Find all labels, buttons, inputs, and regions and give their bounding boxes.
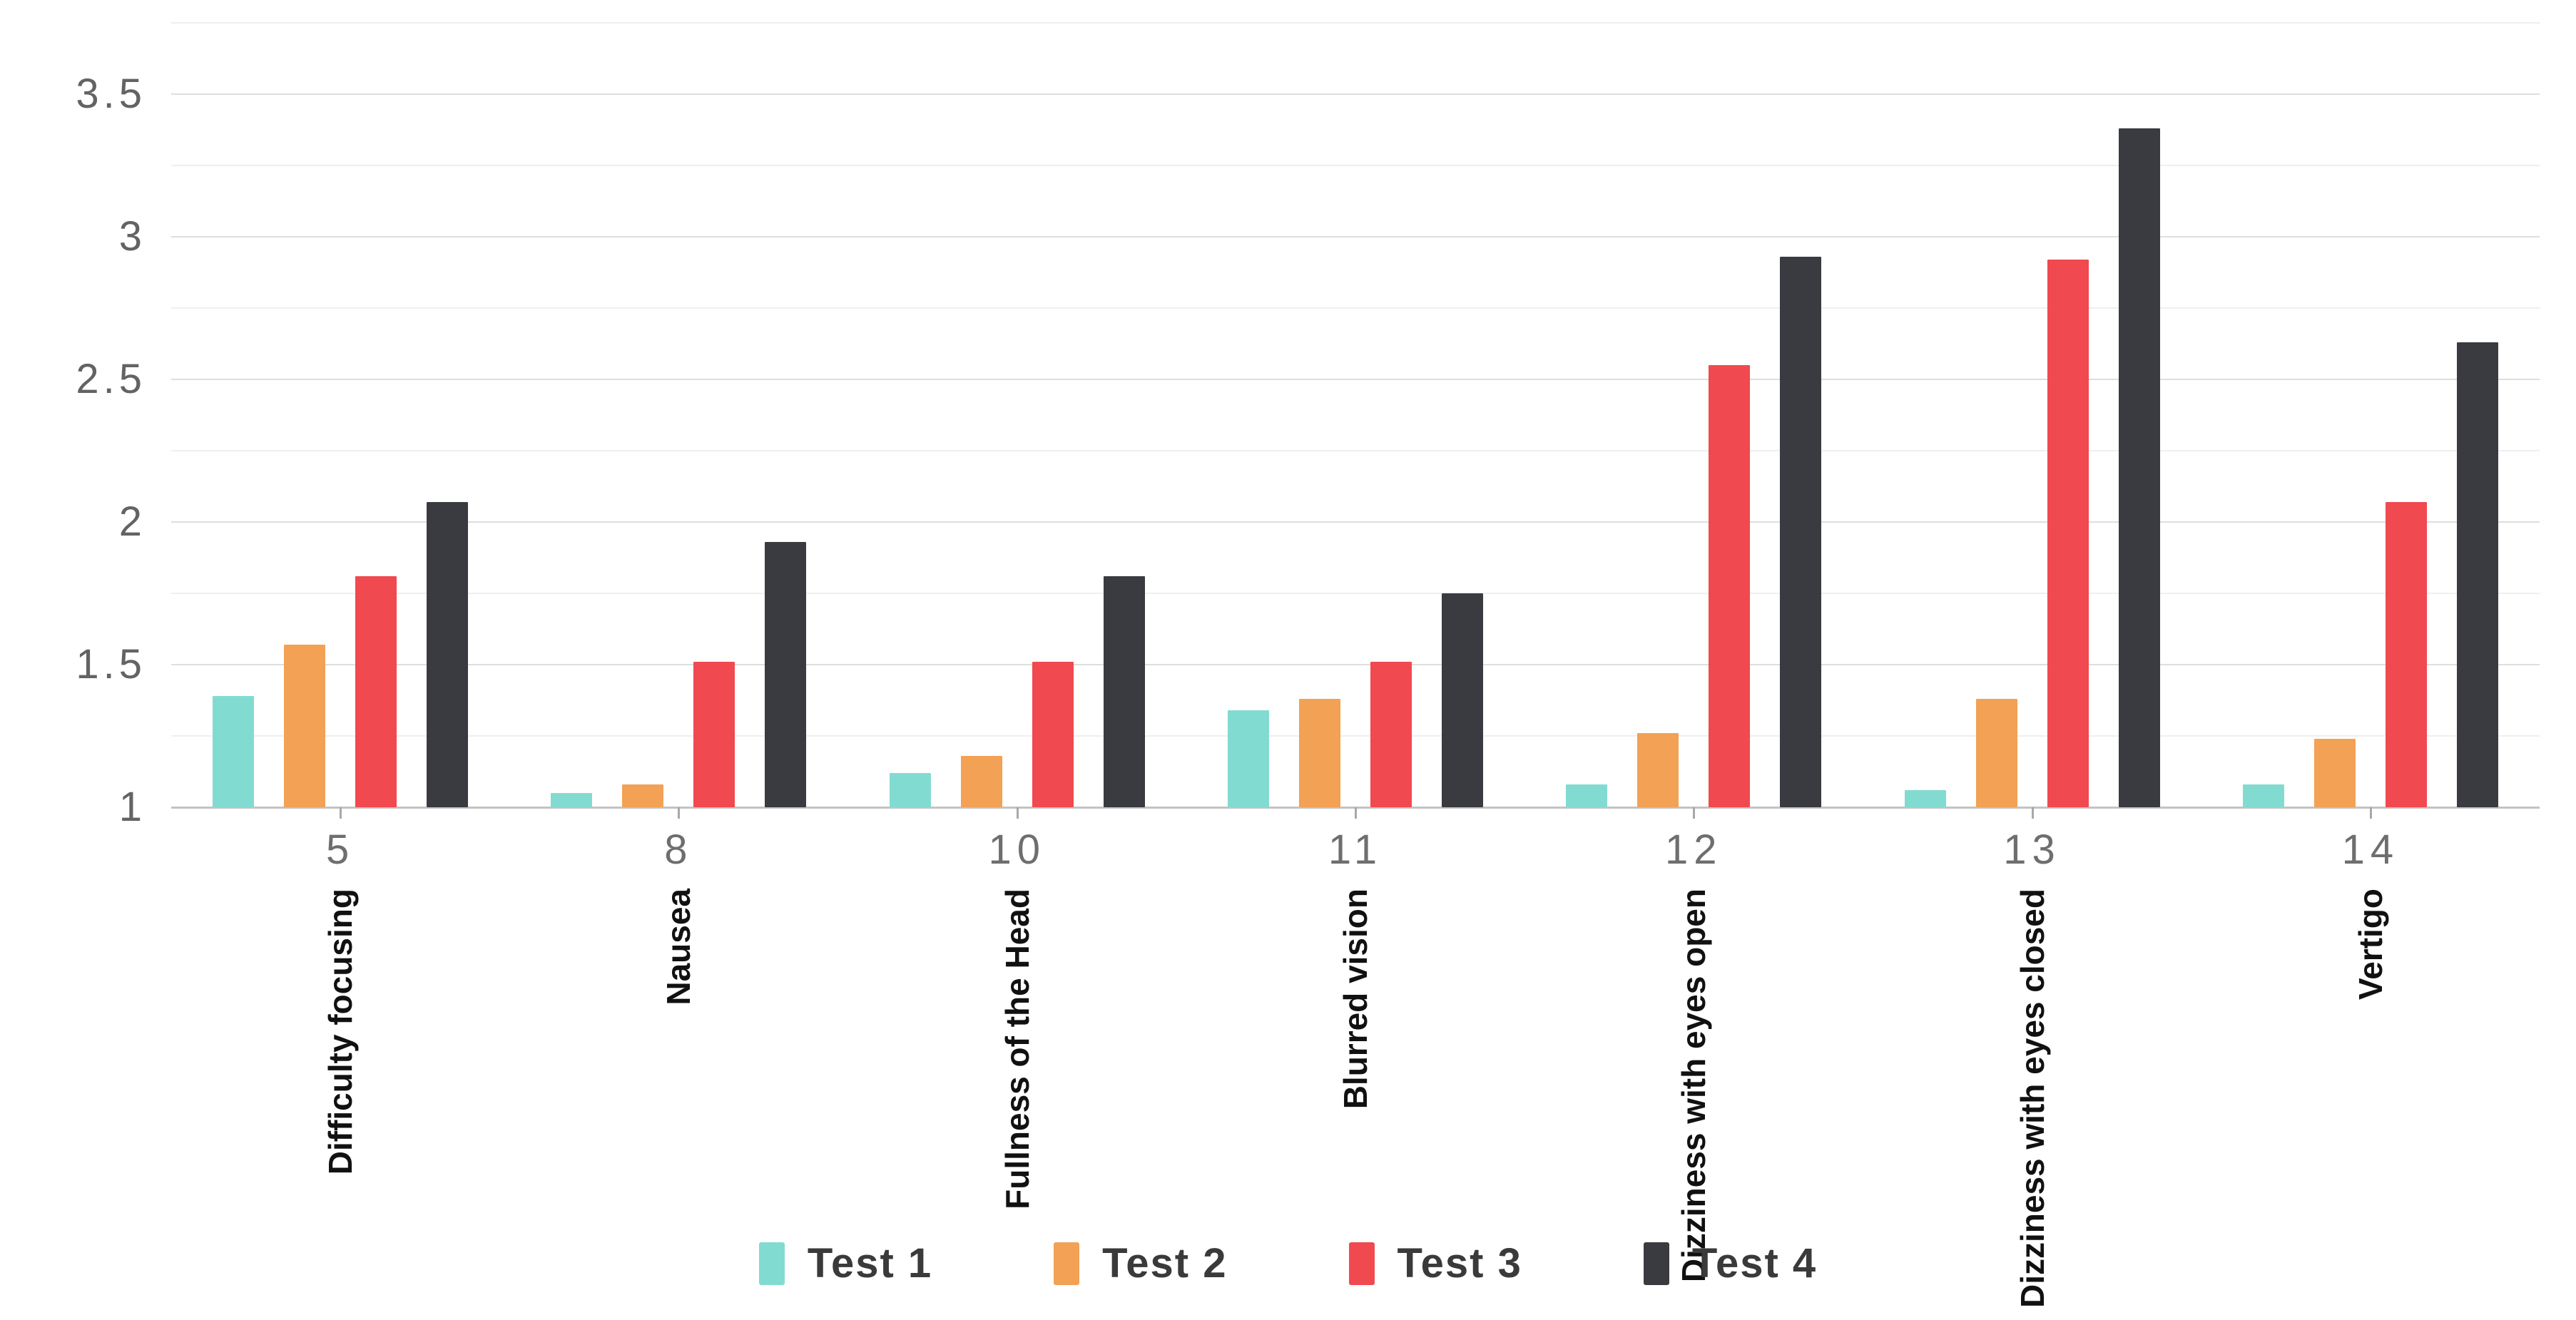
- gridline: [171, 664, 2540, 665]
- bar-test4-10[interactable]: [1104, 576, 1145, 807]
- category-label-text: Nausea: [660, 889, 698, 1006]
- bar-test4-12[interactable]: [1780, 257, 1821, 807]
- bar-test4-5[interactable]: [427, 502, 468, 807]
- x-tick-mark: [1016, 807, 1019, 819]
- gridline: [171, 93, 2540, 95]
- y-axis-label: 3: [118, 213, 146, 260]
- gridline: [171, 307, 2540, 309]
- bar-test3-10[interactable]: [1032, 662, 1074, 807]
- bar-test4-11[interactable]: [1442, 593, 1483, 807]
- legend-label: Test 4: [1691, 1240, 1818, 1286]
- bar-test1-12[interactable]: [1566, 784, 1607, 807]
- bar-test2-8[interactable]: [622, 784, 663, 807]
- gridline: [171, 165, 2540, 166]
- legend-swatch-icon: [1643, 1242, 1669, 1285]
- bar-test1-8[interactable]: [551, 793, 592, 807]
- category-label-text: Fullness of the Head: [998, 889, 1036, 1209]
- bar-test2-10[interactable]: [961, 756, 1002, 807]
- legend-item-test-2[interactable]: Test 2: [1054, 1239, 1227, 1287]
- bar-test4-8[interactable]: [765, 542, 806, 807]
- bar-test3-11[interactable]: [1370, 662, 1412, 807]
- legend-swatch-icon: [758, 1242, 785, 1285]
- y-axis-label: 2.5: [76, 356, 146, 402]
- gridline: [171, 22, 2540, 24]
- gridline: [171, 735, 2540, 737]
- legend-item-test-1[interactable]: Test 1: [758, 1239, 933, 1287]
- bar-test1-11[interactable]: [1228, 710, 1269, 807]
- category-label-text: Blurred vision: [1337, 889, 1374, 1110]
- legend-swatch-icon: [1348, 1242, 1375, 1285]
- bar-test2-14[interactable]: [2314, 739, 2356, 807]
- legend: Test 1 Test 2 Test 3 Test 4: [0, 1239, 2576, 1287]
- bar-test3-12[interactable]: [1709, 365, 1750, 807]
- x-tick-label-12: 12: [1665, 827, 1723, 873]
- legend-item-test-4[interactable]: Test 4: [1643, 1239, 1818, 1287]
- bar-test2-5[interactable]: [284, 645, 325, 807]
- x-tick-mark: [1693, 807, 1696, 819]
- category-label-text: Difficulty focusing: [322, 889, 360, 1175]
- x-tick-label-14: 14: [2341, 827, 2400, 873]
- x-tick-label-11: 11: [1328, 827, 1383, 873]
- bar-test1-13[interactable]: [1905, 790, 1946, 807]
- y-axis-label: 1.5: [76, 641, 146, 687]
- category-label-text: Dizziness with eyes open: [1675, 889, 1713, 1283]
- gridline: [171, 593, 2540, 594]
- bar-test1-10[interactable]: [890, 773, 931, 807]
- bar-test3-5[interactable]: [355, 576, 397, 807]
- x-tick-mark: [1355, 807, 1357, 819]
- bar-test2-13[interactable]: [1976, 699, 2017, 807]
- legend-swatch-icon: [1054, 1242, 1080, 1285]
- bar-test2-11[interactable]: [1299, 699, 1340, 807]
- bar-test4-14[interactable]: [2457, 342, 2498, 807]
- x-tick-mark: [2031, 807, 2034, 819]
- x-tick-mark: [2369, 807, 2372, 819]
- gridline: [171, 521, 2540, 523]
- bar-test4-13[interactable]: [2119, 128, 2160, 807]
- x-tick-mark: [340, 807, 342, 819]
- x-tick-label-10: 10: [988, 827, 1046, 873]
- gridline: [171, 236, 2540, 237]
- bar-test3-8[interactable]: [693, 662, 735, 807]
- x-tick-label-5: 5: [326, 827, 355, 873]
- x-tick-mark: [678, 807, 681, 819]
- legend-label: Test 2: [1102, 1240, 1228, 1286]
- y-axis-label: 2: [118, 498, 146, 545]
- x-tick-label-13: 13: [2003, 827, 2061, 873]
- gridline: [171, 450, 2540, 451]
- gridline: [171, 379, 2540, 380]
- bar-test1-5[interactable]: [213, 696, 254, 807]
- x-tick-label-8: 8: [664, 827, 693, 873]
- legend-label: Test 1: [807, 1240, 933, 1286]
- y-axis-label: 3.5: [76, 71, 146, 117]
- bar-test2-12[interactable]: [1637, 733, 1679, 807]
- category-label-text: Vertigo: [2351, 889, 2389, 1000]
- bar-test1-14[interactable]: [2243, 784, 2284, 807]
- bar-test3-14[interactable]: [2386, 502, 2427, 807]
- legend-item-test-3[interactable]: Test 3: [1348, 1239, 1522, 1287]
- bar-test3-13[interactable]: [2047, 260, 2089, 807]
- y-axis-label: 1: [118, 784, 146, 830]
- legend-label: Test 3: [1397, 1240, 1522, 1286]
